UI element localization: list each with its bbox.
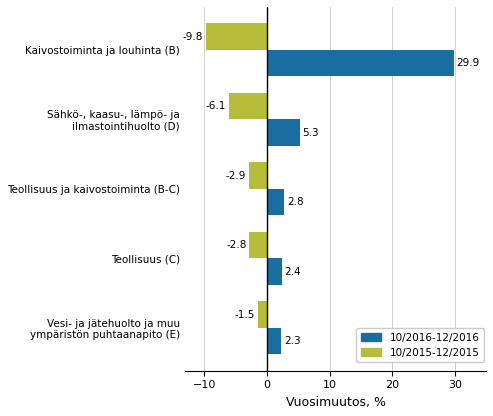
X-axis label: Vuosimuutos, %: Vuosimuutos, % bbox=[286, 396, 386, 409]
Bar bbox=[267, 258, 282, 285]
Text: 29.9: 29.9 bbox=[457, 58, 480, 68]
Bar bbox=[257, 302, 267, 328]
Text: -2.8: -2.8 bbox=[226, 240, 247, 250]
Bar bbox=[206, 23, 267, 50]
Text: -6.1: -6.1 bbox=[206, 101, 226, 111]
Text: 2.8: 2.8 bbox=[287, 197, 304, 207]
Bar bbox=[229, 93, 267, 119]
Bar bbox=[267, 50, 454, 76]
Bar bbox=[249, 232, 267, 258]
Text: -9.8: -9.8 bbox=[183, 32, 203, 42]
Text: -2.9: -2.9 bbox=[226, 171, 246, 181]
Bar bbox=[267, 189, 284, 215]
Text: -1.5: -1.5 bbox=[235, 310, 255, 319]
Legend: 10/2016-12/2016, 10/2015-12/2015: 10/2016-12/2016, 10/2015-12/2015 bbox=[356, 328, 484, 362]
Bar bbox=[267, 328, 282, 354]
Text: 5.3: 5.3 bbox=[303, 128, 319, 138]
Text: 2.3: 2.3 bbox=[284, 336, 300, 346]
Bar bbox=[267, 119, 300, 146]
Text: 2.4: 2.4 bbox=[284, 267, 301, 277]
Bar bbox=[249, 163, 267, 189]
